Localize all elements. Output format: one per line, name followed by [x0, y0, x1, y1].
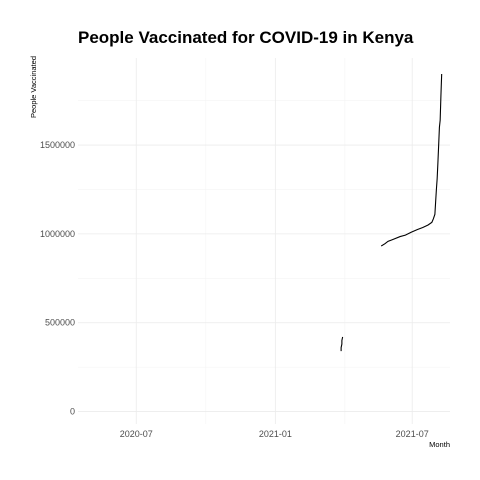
x-tick-label: 2021-01: [259, 429, 292, 439]
y-tick-label: 500000: [45, 318, 75, 328]
series: [341, 74, 442, 351]
series-line-segment: [341, 337, 343, 351]
y-tick-label: 1000000: [40, 229, 75, 239]
y-tick-label: 0: [70, 407, 75, 417]
x-tick-label: 2021-07: [396, 429, 429, 439]
tick-labels: 2020-07 2021-01 2021-07 0 500000 1000000 15000…: [40, 140, 429, 439]
x-axis-label: Month: [429, 440, 450, 449]
x-tick-label: 2020-07: [120, 429, 153, 439]
series-line-segment: [381, 74, 441, 246]
grid: [78, 58, 450, 424]
chart-title: People Vaccinated for COVID-19 in Kenya: [78, 28, 414, 47]
y-axis-label: People Vaccinated: [29, 56, 38, 118]
y-tick-label: 1500000: [40, 140, 75, 150]
